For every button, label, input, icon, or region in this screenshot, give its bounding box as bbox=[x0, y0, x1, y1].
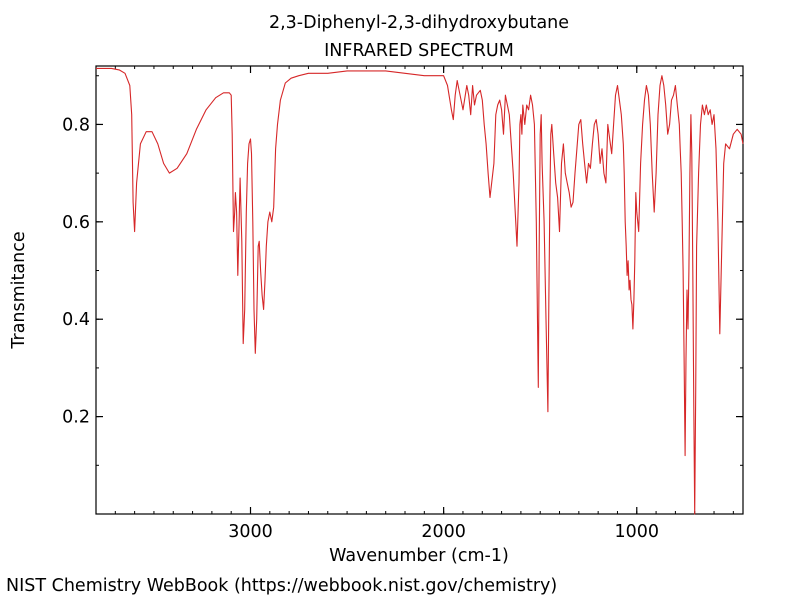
footer-credit: NIST Chemistry WebBook (https://webbook.… bbox=[6, 576, 558, 596]
y-axis-ticks: 0.2 0.4 0.6 0.8 bbox=[62, 115, 743, 428]
x-tick-label: 3000 bbox=[228, 522, 273, 542]
y-tick-label: 0.6 bbox=[62, 213, 90, 233]
x-axis-ticks: 3000 2000 1000 bbox=[228, 66, 659, 542]
chart-subtitle: INFRARED SPECTRUM bbox=[324, 41, 514, 61]
chart-title: 2,3-Diphenyl-2,3-dihydroxybutane bbox=[269, 13, 569, 33]
plot-frame bbox=[95, 65, 744, 515]
y-tick-label: 0.8 bbox=[62, 115, 90, 135]
y-tick-label: 0.4 bbox=[62, 310, 90, 330]
y-tick-label: 0.2 bbox=[62, 408, 90, 428]
x-tick-label: 2000 bbox=[421, 522, 466, 542]
x-axis-label: Wavenumber (cm-1) bbox=[329, 546, 509, 566]
spectrum-line bbox=[96, 67, 744, 515]
x-tick-label: 1000 bbox=[615, 522, 660, 542]
minor-ticks bbox=[96, 66, 743, 514]
spectrum-series bbox=[96, 67, 744, 515]
y-axis-label: Transmitance bbox=[9, 231, 29, 349]
